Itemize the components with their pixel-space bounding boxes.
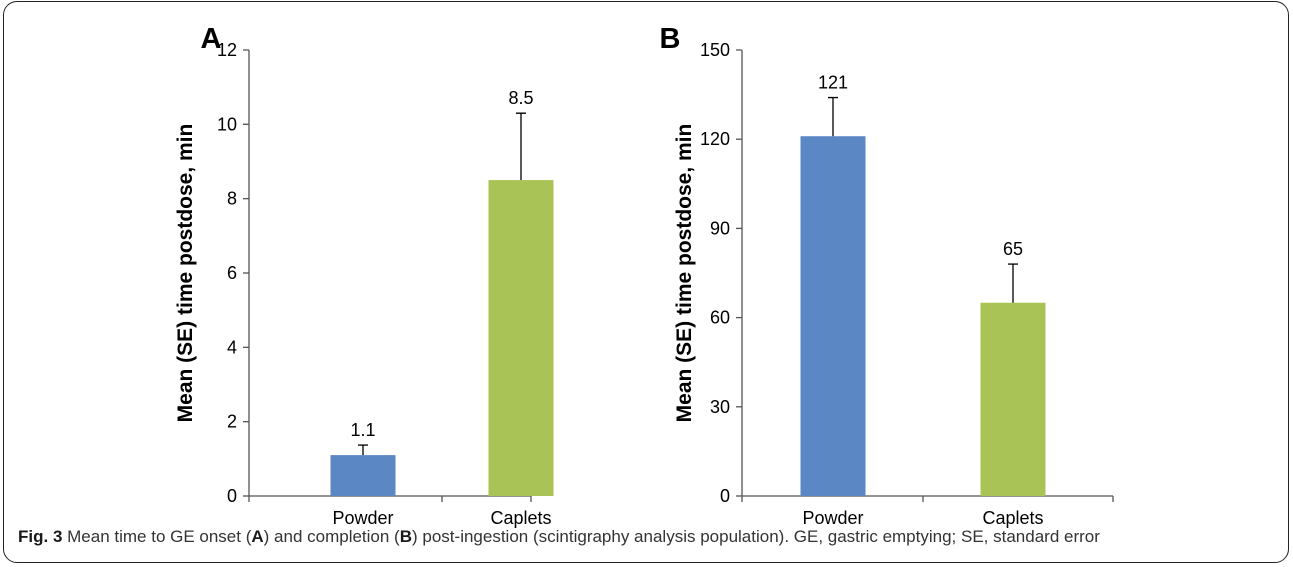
bar-powder xyxy=(800,136,866,496)
y-tick-label: 4 xyxy=(227,337,237,357)
data-label: 65 xyxy=(1003,239,1023,259)
figure-charts: A Mean (SE) time postdose, min 0 2 4 6 8 10 12 1.… xyxy=(174,23,1114,528)
caption-fig-label: Fig. 3 xyxy=(18,527,63,546)
figure-frame: A Mean (SE) time postdose, min 0 2 4 6 8 10 12 1.… xyxy=(3,1,1289,563)
panel-label: A xyxy=(201,23,222,55)
y-tick-label: 6 xyxy=(227,263,237,283)
bar-powder xyxy=(330,455,396,496)
x-tick-label: Powder xyxy=(802,508,863,528)
panel-label: B xyxy=(660,23,681,55)
bar-caplets xyxy=(488,180,554,497)
y-tick-label: 0 xyxy=(227,486,237,506)
y-tick-label: 0 xyxy=(720,486,730,506)
y-tick-label: 30 xyxy=(710,397,730,417)
chart-panel-b: B Mean (SE) time postdose, min 0 30 60 90 120 1… xyxy=(660,23,1114,528)
x-tick-label: Caplets xyxy=(490,508,551,528)
y-tick-label: 10 xyxy=(217,114,237,134)
y-tick-label: 2 xyxy=(227,412,237,432)
y-tick-label: 90 xyxy=(710,218,730,238)
caption-text-3: ) post-ingestion (scintigraphy analysis … xyxy=(412,527,1100,546)
data-label: 8.5 xyxy=(508,88,533,108)
bar-caplets xyxy=(980,302,1046,496)
caption-ref-a: A xyxy=(251,527,264,546)
caption-text-1: Mean time to GE onset ( xyxy=(62,527,252,546)
data-label: 1.1 xyxy=(350,420,375,440)
x-tick-label: Caplets xyxy=(982,508,1043,528)
caption-text-2: ) and completion ( xyxy=(263,527,400,546)
y-axis-label: Mean (SE) time postdose, min xyxy=(174,124,197,423)
y-tick-label: 120 xyxy=(700,129,730,149)
y-tick-label: 150 xyxy=(700,40,730,60)
y-axis-label: Mean (SE) time postdose, min xyxy=(673,124,696,423)
caption-ref-b: B xyxy=(399,527,413,546)
data-label: 121 xyxy=(818,73,848,93)
y-tick-label: 8 xyxy=(227,189,237,209)
figure-caption: Fig. 3 Mean time to GE onset (A) and com… xyxy=(18,527,1288,547)
chart-panel-a: A Mean (SE) time postdose, min 0 2 4 6 8 10 12 1.… xyxy=(174,23,554,528)
y-tick-label: 60 xyxy=(710,308,730,328)
x-tick-label: Powder xyxy=(332,508,393,528)
y-tick-label: 12 xyxy=(217,40,237,60)
